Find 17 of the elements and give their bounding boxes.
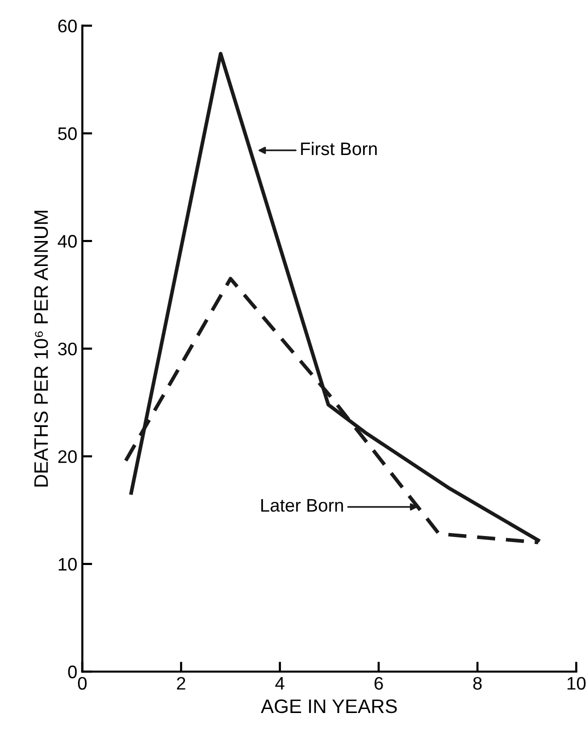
annotation: Later Born (261, 499, 343, 512)
y-tick-label: 10 (58, 558, 77, 571)
y-axis-title: DEATHS PER 10⁶ PER ANNUM (34, 210, 48, 486)
x-tick-label: 10 (568, 676, 586, 690)
x-tick-label: 2 (176, 676, 186, 690)
x-axis-title: AGE IN YEARS (260, 699, 397, 714)
y-tick-label: 0 (68, 666, 77, 678)
x-tick-label: 6 (374, 676, 383, 690)
y-tick-label: 20 (58, 450, 77, 464)
x-tick-label: 4 (275, 677, 284, 690)
x-tick-label: 8 (473, 676, 482, 690)
y-tick-label: 50 (58, 127, 77, 140)
y-tick-label: 30 (58, 342, 77, 356)
x-tick-label: 0 (78, 676, 87, 690)
y-tick-label: 60 (58, 20, 77, 32)
annotation: First Born (301, 142, 377, 156)
y-tick-label: 40 (58, 234, 77, 248)
